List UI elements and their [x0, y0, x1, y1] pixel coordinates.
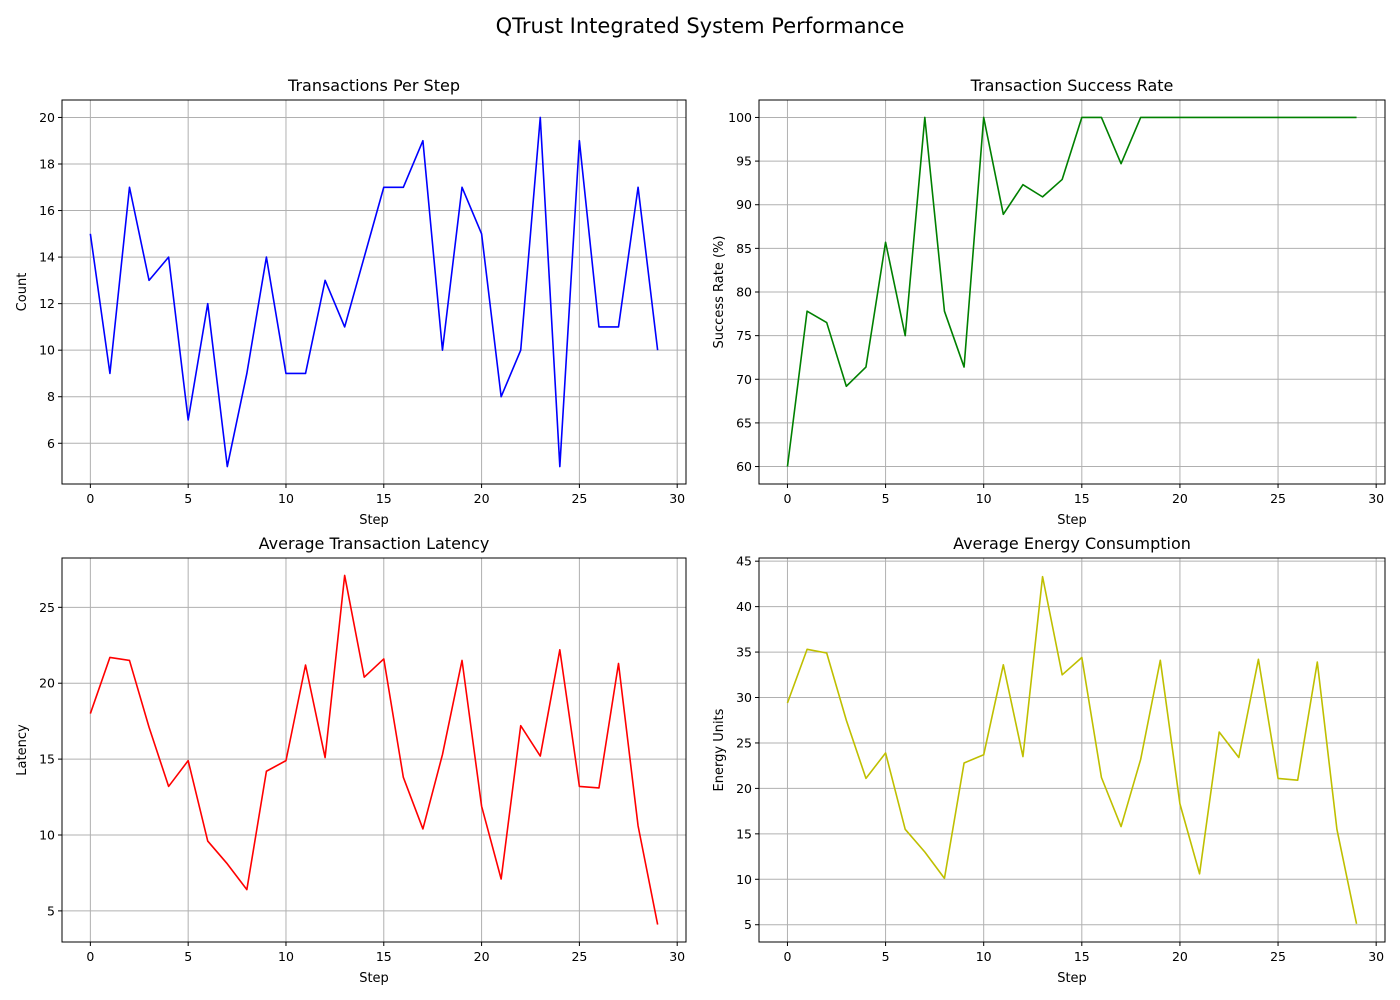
y-tick-label: 80	[736, 285, 752, 300]
y-tick-label: 25	[736, 735, 752, 750]
y-tick-label: 5	[744, 917, 752, 932]
y-axis-label: Success Rate (%)	[712, 236, 727, 349]
y-tick-label: 70	[736, 372, 752, 387]
subplot-1: 0 5 10 15 20 25 30 6 8 10 12 14 16 18 20 Transactions P…	[15, 76, 687, 528]
axes-frame	[61, 557, 687, 943]
subplot-3: 0 5 10 15 20 25 30 5 10 15 20 25 Average Transaction…	[15, 534, 687, 986]
x-tick-label: 20	[474, 949, 490, 964]
x-tick-label: 30	[1368, 491, 1384, 506]
x-tick-label: 0	[86, 491, 94, 506]
series-line	[786, 575, 1358, 924]
x-axis-label: Step	[1057, 513, 1087, 528]
y-tick-label: 10	[736, 872, 752, 887]
y-tick-label: 6	[47, 436, 55, 451]
x-axis-label: Step	[1057, 971, 1087, 986]
x-tick-label: 25	[1270, 949, 1286, 964]
x-tick-label: 0	[783, 491, 791, 506]
x-tick-label: 15	[1074, 949, 1090, 964]
x-tick-label: 15	[1074, 491, 1090, 506]
y-tick-label: 85	[736, 241, 752, 256]
y-tick-label: 65	[736, 415, 752, 430]
y-tick-label: 10	[39, 827, 55, 842]
x-tick-label: 25	[571, 491, 587, 506]
x-tick-label: 0	[86, 949, 94, 964]
axes-frame	[61, 99, 687, 485]
y-tick-label: 14	[39, 250, 55, 265]
y-tick-label: 16	[39, 203, 55, 218]
y-axis-label: Count	[15, 273, 30, 312]
y-axis-label: Energy Units	[712, 708, 727, 791]
y-tick-label: 75	[736, 328, 752, 343]
y-tick-label: 20	[736, 781, 752, 796]
y-tick-label: 30	[736, 690, 752, 705]
x-tick-label: 5	[882, 949, 890, 964]
y-tick-label: 18	[39, 157, 55, 172]
series-line	[89, 116, 659, 468]
y-tick-label: 8	[47, 389, 55, 404]
subplot-4: 0 5 10 15 20 25 30 5 10 15 20 25 30 35 40 45 Average Ene…	[712, 534, 1386, 986]
y-tick-label: 10	[39, 343, 55, 358]
y-tick-label: 20	[39, 110, 55, 125]
subplot-2: 0 5 10 15 20 25 30 60 65 70 75 80 85 90 95 100 Transacti…	[712, 76, 1386, 528]
subplot-title: Transactions Per Step	[287, 76, 460, 95]
y-tick-label: 40	[736, 599, 752, 614]
x-tick-label: 10	[278, 491, 294, 506]
x-tick-label: 30	[669, 491, 685, 506]
x-tick-label: 0	[783, 949, 791, 964]
y-axis-label: Latency	[15, 724, 30, 776]
x-tick-label: 20	[1172, 949, 1188, 964]
series-line	[89, 574, 659, 925]
x-tick-label: 25	[571, 949, 587, 964]
y-tick-label: 95	[736, 154, 752, 169]
y-tick-label: 100	[728, 110, 752, 125]
y-tick-label: 45	[736, 554, 752, 569]
y-tick-label: 20	[39, 676, 55, 691]
x-tick-label: 30	[669, 949, 685, 964]
axes-frame	[758, 557, 1386, 943]
x-tick-label: 5	[184, 491, 192, 506]
y-tick-label: 35	[736, 645, 752, 660]
x-tick-label: 5	[882, 491, 890, 506]
x-tick-label: 5	[184, 949, 192, 964]
figure-title: QTrust Integrated System Performance	[495, 14, 905, 38]
y-tick-label: 15	[736, 826, 752, 841]
y-tick-label: 12	[39, 296, 55, 311]
series-line	[786, 116, 1357, 467]
x-tick-label: 15	[376, 949, 392, 964]
x-tick-label: 20	[1172, 491, 1188, 506]
y-tick-label: 5	[47, 903, 55, 918]
y-tick-label: 25	[39, 600, 55, 615]
x-tick-label: 15	[376, 491, 392, 506]
y-tick-label: 15	[39, 752, 55, 767]
subplot-title: Average Transaction Latency	[259, 534, 490, 553]
y-tick-label: 60	[736, 459, 752, 474]
x-axis-label: Step	[359, 513, 389, 528]
x-tick-label: 20	[474, 491, 490, 506]
x-tick-label: 10	[976, 949, 992, 964]
subplot-title: Average Energy Consumption	[953, 534, 1191, 553]
x-axis-label: Step	[359, 971, 389, 986]
x-tick-label: 30	[1368, 949, 1384, 964]
x-tick-label: 10	[976, 491, 992, 506]
x-tick-label: 25	[1270, 491, 1286, 506]
x-tick-label: 10	[278, 949, 294, 964]
subplot-title: Transaction Success Rate	[970, 76, 1174, 95]
y-tick-label: 90	[736, 197, 752, 212]
